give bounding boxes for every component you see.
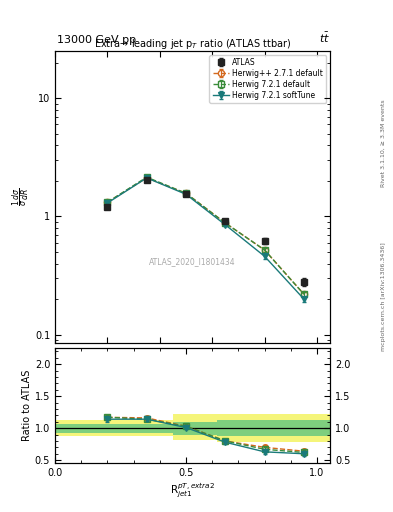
Title: Extra→ leading jet p$_T$ ratio (ATLAS ttbar): Extra→ leading jet p$_T$ ratio (ATLAS tt… <box>94 37 292 51</box>
Text: Rivet 3.1.10, ≥ 3.3M events: Rivet 3.1.10, ≥ 3.3M events <box>381 99 386 187</box>
Text: mcplots.cern.ch [arXiv:1306.3436]: mcplots.cern.ch [arXiv:1306.3436] <box>381 243 386 351</box>
X-axis label: R$_{jet1}^{pT,extra2}$: R$_{jet1}^{pT,extra2}$ <box>170 481 215 500</box>
Text: t$\bar{t}$: t$\bar{t}$ <box>319 31 330 45</box>
Y-axis label: $\frac{1}{\sigma}\frac{d\sigma}{dR}$: $\frac{1}{\sigma}\frac{d\sigma}{dR}$ <box>11 188 32 206</box>
Text: ATLAS_2020_I1801434: ATLAS_2020_I1801434 <box>149 257 236 266</box>
Legend: ATLAS, Herwig++ 2.7.1 default, Herwig 7.2.1 default, Herwig 7.2.1 softTune: ATLAS, Herwig++ 2.7.1 default, Herwig 7.… <box>209 55 326 103</box>
Text: 13000 GeV pp: 13000 GeV pp <box>57 35 136 45</box>
Y-axis label: Ratio to ATLAS: Ratio to ATLAS <box>22 370 32 441</box>
